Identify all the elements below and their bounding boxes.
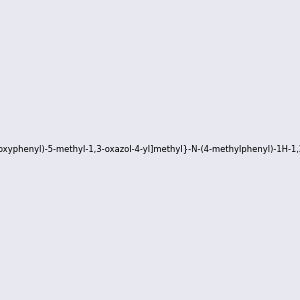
Text: 5-amino-1-{[2-(2,4-dimethoxyphenyl)-5-methyl-1,3-oxazol-4-yl]methyl}-N-(4-methyl: 5-amino-1-{[2-(2,4-dimethoxyphenyl)-5-me… — [0, 146, 300, 154]
